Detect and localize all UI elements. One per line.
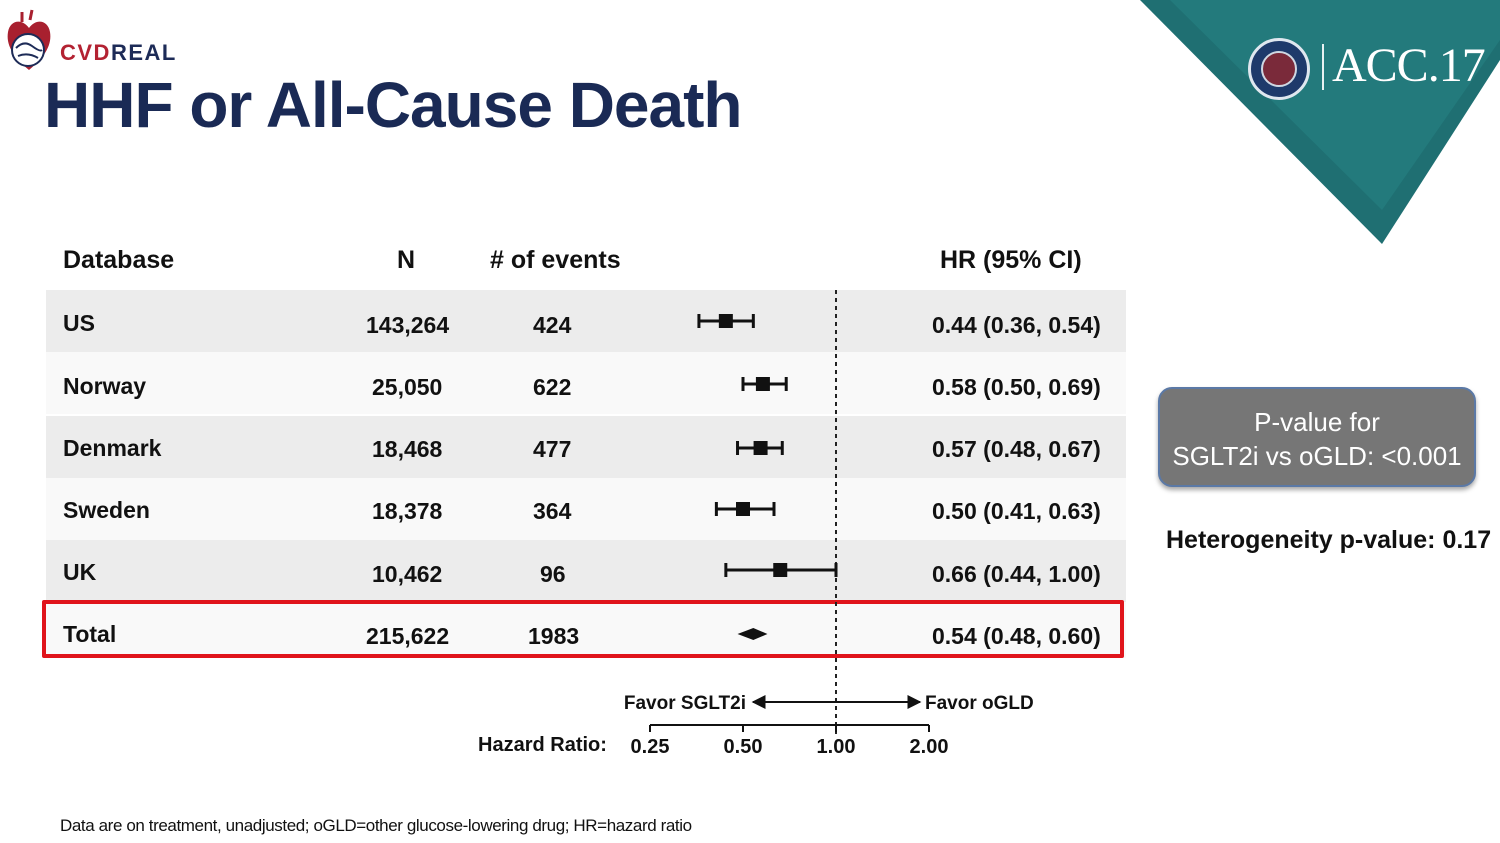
x-tick-label: 0.25	[631, 736, 670, 758]
cell-database: Sweden	[63, 497, 150, 523]
cell-n: 18,468	[372, 436, 443, 462]
cell-database: US	[63, 310, 95, 336]
row-band-norway	[46, 352, 1126, 414]
brand-name: CVDREAL	[60, 40, 177, 65]
heart-globe-icon	[7, 9, 51, 70]
row-band-us	[46, 290, 1126, 352]
cell-n: 143,264	[366, 312, 450, 338]
pvalue-box: P-value for SGLT2i vs oGLD: <0.001	[1158, 387, 1476, 487]
row-band-sweden	[46, 478, 1126, 540]
row-band-total	[46, 602, 1126, 658]
footnote: Data are on treatment, unadjusted; oGLD=…	[60, 816, 692, 835]
heterogeneity-pvalue: Heterogeneity p-value: 0.17	[1166, 526, 1492, 554]
favor-left-label: Favor SGLT2i	[624, 693, 746, 714]
x-tick-label: 2.00	[910, 736, 949, 758]
row-band-denmark	[46, 416, 1126, 478]
acc-divider	[1322, 44, 1324, 90]
total-highlight-box	[42, 600, 1124, 658]
header-hr: HR (95% CI)	[940, 246, 1082, 274]
hr-point	[736, 502, 750, 516]
cell-database: Denmark	[63, 435, 162, 461]
hr-point	[755, 377, 770, 391]
cell-hr: 0.44 (0.36, 0.54)	[932, 312, 1101, 338]
pvalue-line1: P-value for	[1254, 407, 1380, 437]
hr-point	[773, 563, 788, 577]
slide-title: HHF or All-Cause Death	[44, 69, 742, 141]
cell-n: 18,378	[372, 498, 443, 524]
cell-hr: 0.57 (0.48, 0.67)	[932, 436, 1101, 462]
cell-hr: 0.66 (0.44, 1.00)	[932, 561, 1101, 587]
cell-events: 477	[533, 436, 572, 462]
x-axis-label: Hazard Ratio:	[478, 734, 607, 756]
hr-point	[718, 314, 733, 328]
acc-seal-icon	[1248, 38, 1310, 100]
header-n: N	[397, 246, 416, 274]
cell-events: 364	[533, 498, 572, 524]
cell-events: 424	[533, 312, 572, 338]
hr-point	[753, 441, 768, 455]
cell-database: Total	[63, 621, 117, 647]
cell-hr: 0.50 (0.41, 0.63)	[932, 498, 1101, 524]
ci-diamond	[737, 628, 768, 640]
cell-database: UK	[63, 559, 97, 585]
row-band-uk	[46, 540, 1126, 602]
x-tick-label: 0.50	[724, 736, 763, 758]
cell-events: 96	[540, 561, 566, 587]
cell-hr: 0.54 (0.48, 0.60)	[932, 623, 1101, 649]
favor-right-label: Favor oGLD	[925, 693, 1034, 714]
x-tick-label: 1.00	[817, 736, 856, 758]
conference-name: ACC.17	[1332, 39, 1486, 92]
cell-events: 1983	[528, 623, 580, 649]
cell-n: 25,050	[372, 374, 443, 400]
cell-n: 10,462	[372, 561, 443, 587]
cell-database: Norway	[63, 373, 147, 399]
header-database: Database	[63, 246, 175, 274]
cell-n: 215,622	[366, 623, 450, 649]
cell-hr: 0.58 (0.50, 0.69)	[932, 374, 1101, 400]
cell-events: 622	[533, 374, 572, 400]
pvalue-line2: SGLT2i vs oGLD: <0.001	[1172, 441, 1462, 471]
header-events: # of events	[490, 246, 621, 274]
